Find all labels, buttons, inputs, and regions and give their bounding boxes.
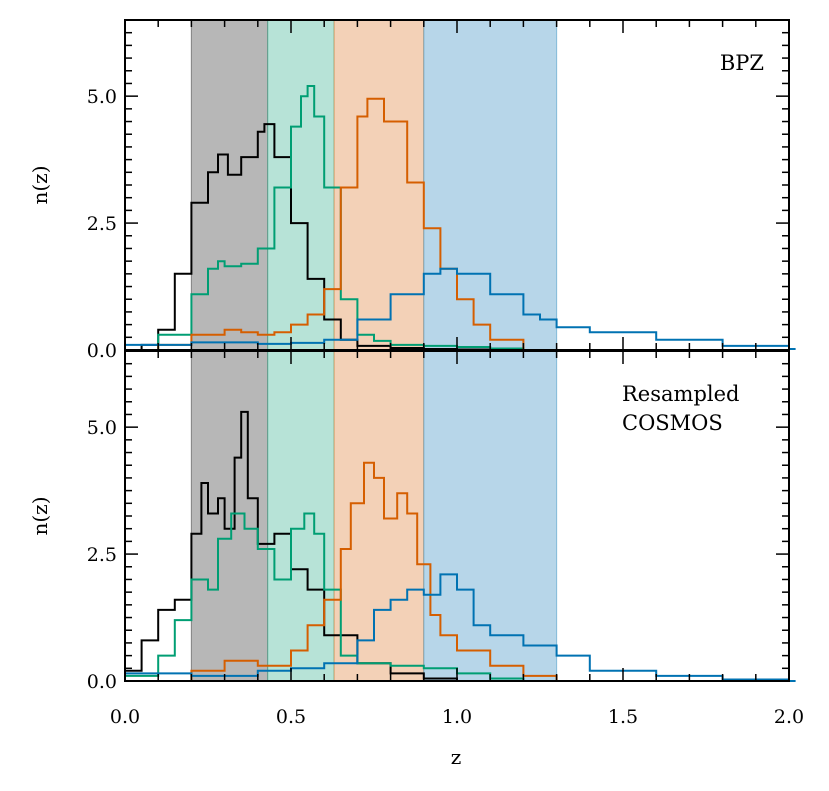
- x-axis: 0.0 0.5 1.0 1.5 2.0: [110, 706, 804, 728]
- x-tick-label: 2.0: [774, 706, 804, 728]
- series-line-2: [125, 512, 530, 682]
- bin-band-1: [191, 20, 268, 350]
- bin-band-4: [423, 20, 557, 350]
- bin-band-3: [334, 20, 424, 350]
- y-tick-label: 2.5: [87, 544, 117, 566]
- series-line-3: [125, 461, 564, 682]
- x-tick-label: 0.5: [276, 706, 306, 728]
- bin-band-2: [267, 20, 335, 350]
- panel-frame: [124, 350, 790, 682]
- panel-annotation: Resampled: [622, 382, 739, 406]
- y-tick-label: 2.5: [87, 213, 117, 235]
- y-tick-label: 0.0: [87, 671, 117, 693]
- bin-band-3: [334, 351, 424, 681]
- x-axis-label: z: [451, 745, 462, 769]
- panel-annotation: COSMOS: [622, 411, 723, 435]
- x-tick-label: 1.5: [608, 706, 638, 728]
- panel-bpz: 0.0 2.5 5.0 BPZ: [87, 19, 796, 362]
- y-tick-label: 5.0: [87, 417, 117, 439]
- series-line-1: [125, 123, 497, 351]
- panel-resampled-cosmos: 0.0 2.5 5.0 Resampled COSMOS: [87, 350, 796, 693]
- panel-annotation: BPZ: [720, 51, 764, 75]
- y-axis-label-top: n(z): [28, 165, 52, 204]
- x-tick-label: 0.0: [110, 706, 140, 728]
- y-tick-label: 0.0: [87, 340, 117, 362]
- series-line-3: [125, 97, 530, 351]
- x-tick-label: 1.0: [442, 706, 472, 728]
- bin-band-1: [191, 351, 268, 681]
- y-tick-label: 5.0: [87, 86, 117, 108]
- y-axis-label-bottom: n(z): [28, 496, 52, 535]
